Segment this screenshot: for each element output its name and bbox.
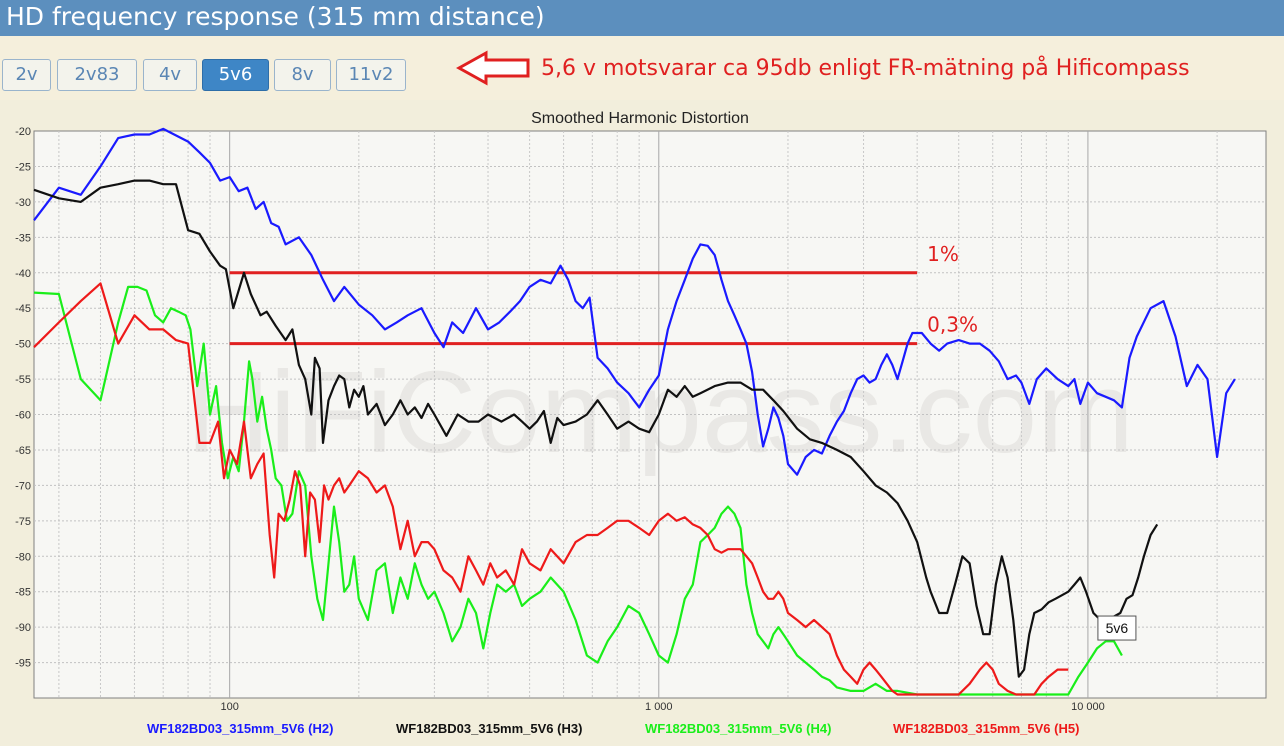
arrow-left-icon [456,50,530,86]
series-line [33,127,1236,476]
legend-entry: WF182BD03_315mm_5V6 (H2) [147,721,333,736]
annotation-note: 5,6 v motsvarar ca 95db enligt FR-mätnin… [541,56,1190,81]
y-tick-label: -30 [15,197,31,209]
chart-title: Smoothed Harmonic Distortion [531,110,749,127]
tab-2v[interactable]: 2v [2,59,51,91]
legend-entry: WF182BD03_315mm_5V6 (H4) [645,721,831,736]
x-tick-label: 10 000 [1071,701,1105,713]
y-tick-label: -25 [15,161,31,173]
y-tick-label: -90 [15,622,31,634]
tab-11v2[interactable]: 11v2 [336,59,406,91]
tab-4v[interactable]: 4v [143,59,197,91]
tab-2v83[interactable]: 2v83 [57,59,137,91]
series-line [33,179,1159,678]
y-tick-label: -40 [15,268,31,280]
series-lines [33,127,1236,696]
series-line [33,282,1069,696]
y-tick-label: -45 [15,303,31,315]
legend-entry: WF182BD03_315mm_5V6 (H3) [396,721,582,736]
series-line [33,285,1123,696]
tab-8v[interactable]: 8v [274,59,331,91]
y-tick-label: -55 [15,374,31,386]
tab-5v6[interactable]: 5v6 [202,59,269,91]
y-tick-label: -75 [15,516,31,528]
y-tick-label: -35 [15,232,31,244]
legend: WF182BD03_315mm_5V6 (H2) WF182BD03_315mm_… [147,721,1079,736]
page-title: HD frequency response (315 mm distance) [6,2,545,31]
axis-labels: -20 -25 -30 -35 -40 -45 -50 -55 -60 -65 -70 -75 -80 -… [15,126,1105,713]
y-tick-label: -85 [15,587,31,599]
y-tick-label: -70 [15,480,31,492]
reference-line-label: 1% [927,242,959,266]
y-tick-label: -60 [15,410,31,422]
legend-entry: WF182BD03_315mm_5V6 (H5) [893,721,1079,736]
y-tick-label: -80 [15,551,31,563]
y-tick-label: -20 [15,126,31,138]
x-tick-label: 100 [220,701,238,713]
x-tick-label: 1 000 [645,701,673,713]
distortion-chart: Smoothed Harmonic Distortion HiFiCompass… [0,100,1284,746]
y-tick-label: -65 [15,445,31,457]
y-tick-label: -95 [15,658,31,670]
annotation-box [1097,615,1137,641]
reference-lines: 1% 0,3% [229,242,978,346]
title-bar: HD frequency response (315 mm distance) [0,0,1284,36]
reference-line-label: 0,3% [927,313,978,337]
y-tick-label: -50 [15,339,31,351]
annotation-label: 5v6 [1106,620,1129,636]
annotations: 5v6 [1097,615,1137,641]
